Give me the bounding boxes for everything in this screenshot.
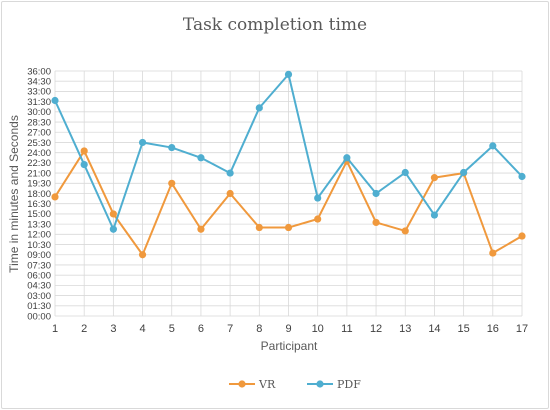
x-tick-label: 11 [341, 323, 352, 335]
x-tick-label: 7 [227, 323, 233, 335]
data-point-pdf [197, 154, 205, 162]
data-point-pdf [51, 96, 59, 105]
data-point-vr [138, 251, 147, 259]
y-tick-label: 27:00 [27, 128, 51, 139]
x-tick-label: 10 [312, 323, 324, 335]
data-point-pdf [168, 143, 176, 152]
x-tick-label: 4 [140, 323, 146, 335]
y-tick-label: 09:00 [27, 250, 51, 261]
y-tick-label: 16:30 [27, 199, 51, 210]
data-point-vr [430, 174, 439, 182]
x-tick-label: 8 [256, 323, 262, 335]
y-tick-label: 36:00 [27, 66, 51, 77]
data-point-vr [51, 193, 59, 201]
x-tick-label: 12 [370, 323, 382, 335]
data-point-vr [489, 249, 497, 257]
y-tick-label: 12:00 [27, 230, 51, 241]
y-tick-label: 18:00 [27, 189, 51, 200]
data-point-vr [314, 215, 322, 223]
x-tick-label: 3 [110, 323, 116, 335]
data-point-vr [255, 223, 263, 232]
y-tick-label: 25:30 [27, 138, 51, 149]
y-tick-label: 31:30 [27, 97, 51, 108]
y-tick-label: 03:00 [27, 291, 51, 302]
y-tick-label: 22:30 [27, 158, 51, 169]
data-point-pdf [226, 169, 234, 177]
x-axis-label: Participant [261, 339, 318, 353]
data-point-vr [372, 218, 380, 227]
data-point-vr [109, 210, 117, 218]
y-tick-label: 24:00 [27, 148, 51, 159]
x-tick-label: 6 [198, 323, 204, 335]
y-tick-labels: 00:0001:3003:0004:3006:0007:3009:0010:30… [27, 66, 51, 322]
y-tick-label: 28:30 [27, 117, 51, 128]
data-point-pdf [489, 142, 497, 150]
data-point-pdf [255, 104, 263, 112]
legend: VR PDF [229, 378, 361, 391]
x-tick-label: 2 [81, 323, 87, 335]
y-tick-label: 13:30 [27, 219, 51, 230]
data-point-pdf [80, 160, 88, 169]
y-tick-label: 10:30 [27, 240, 51, 251]
y-tick-label: 34:30 [27, 77, 51, 88]
legend-label-vr: VR [258, 378, 276, 391]
data-point-vr [80, 147, 88, 155]
legend-marker-vr [238, 380, 246, 388]
data-point-vr [284, 223, 293, 232]
y-axis-label: Time in minutes and Seconds [7, 115, 21, 273]
y-tick-label: 00:00 [27, 311, 51, 322]
x-tick-label: 17 [516, 323, 528, 335]
data-point-pdf [518, 172, 526, 181]
x-tick-label: 13 [399, 323, 411, 335]
x-tick-label: 5 [169, 323, 175, 335]
chart-title: Task completion time [183, 15, 367, 35]
series-lines [51, 70, 526, 259]
y-tick-label: 30:00 [27, 107, 51, 118]
data-point-vr [401, 227, 409, 235]
x-tick-label: 1 [52, 323, 58, 335]
data-point-vr [226, 189, 234, 198]
data-point-pdf [284, 70, 293, 79]
x-tick-label: 16 [487, 323, 499, 335]
legend-label-pdf: PDF [337, 378, 361, 391]
y-tick-label: 06:00 [27, 270, 51, 281]
x-tick-labels: 1 2 3 4 5 6 7 8 9 10 11 12 13 14 15 16 17 [52, 323, 528, 335]
x-tick-label: 14 [428, 323, 440, 335]
data-point-pdf [138, 138, 147, 147]
data-point-vr [197, 225, 205, 233]
x-tick-label: 9 [285, 323, 291, 335]
y-tick-label: 21:00 [27, 168, 51, 179]
x-tick-label: 15 [458, 323, 470, 335]
data-point-pdf [460, 168, 468, 177]
y-tick-label: 01:30 [27, 301, 51, 312]
data-point-vr [518, 232, 526, 240]
y-tick-label: 04:30 [27, 281, 51, 292]
y-tick-label: 19:30 [27, 179, 51, 190]
data-point-pdf [430, 211, 439, 219]
data-point-vr [168, 179, 176, 187]
y-tick-label: 07:30 [27, 260, 51, 271]
y-tick-label: 33:00 [27, 87, 51, 98]
data-point-pdf [372, 189, 380, 198]
data-point-pdf [401, 168, 409, 177]
legend-marker-pdf [316, 380, 324, 388]
y-tick-label: 15:00 [27, 209, 51, 220]
data-point-pdf [109, 225, 117, 233]
data-point-pdf [343, 154, 351, 162]
data-point-pdf [314, 194, 322, 202]
